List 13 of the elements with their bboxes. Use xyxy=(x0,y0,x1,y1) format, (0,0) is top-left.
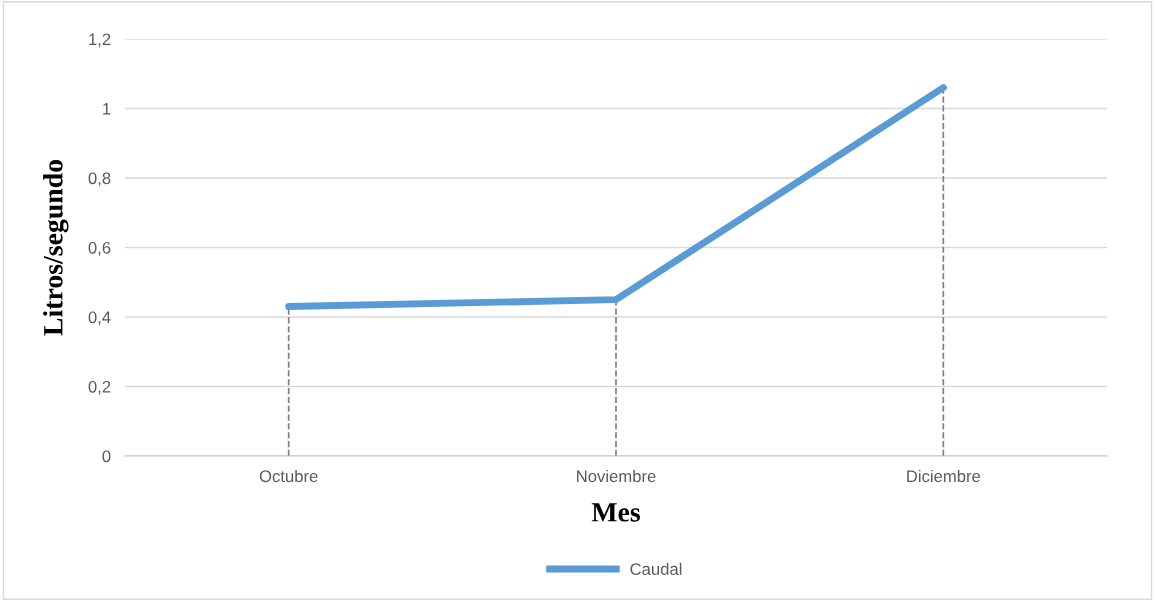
y-tick-label: 1 xyxy=(103,103,111,115)
y-tick-label: 0,6 xyxy=(88,241,111,256)
y-tick-label: 0,2 xyxy=(88,380,111,395)
legend-label: Caudal xyxy=(630,562,682,575)
x-tick-label: Noviembre xyxy=(577,469,656,483)
y-axis-title: Litros/segundo xyxy=(43,160,69,336)
x-tick-label: Diciembre xyxy=(907,469,981,483)
y-tick-label: 0 xyxy=(102,450,111,463)
x-tick-label: Octubre xyxy=(259,469,318,483)
y-tick-label: 0,8 xyxy=(88,172,111,187)
x-axis-title: Mes xyxy=(591,503,640,522)
y-tick-label: 0,4 xyxy=(88,311,111,326)
y-tick-label: 1,2 xyxy=(89,33,111,48)
